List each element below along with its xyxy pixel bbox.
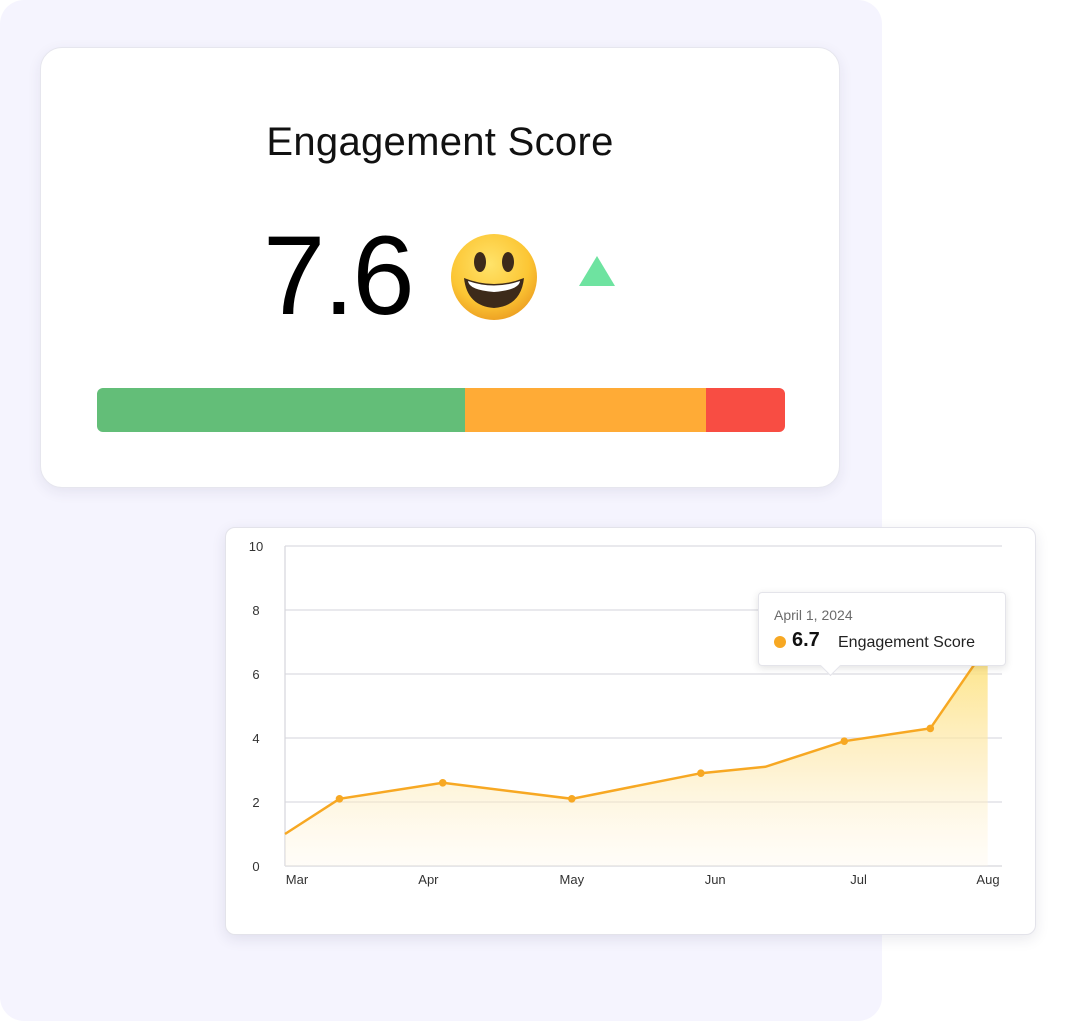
y-tick-label: 6 (252, 667, 259, 682)
grinning-face-emoji-icon (451, 234, 537, 320)
score-value: 7.6 (263, 213, 415, 338)
x-tick-label: Jul (850, 872, 867, 887)
series-area (285, 645, 988, 866)
y-tick-label: 10 (249, 539, 263, 554)
x-tick-label: Apr (418, 872, 439, 887)
data-point (926, 724, 935, 733)
x-tick-label: Aug (976, 872, 999, 887)
score-range-bar (97, 388, 785, 432)
data-point (438, 779, 447, 787)
chart-tooltip: April 1, 2024 6.7 Engagement Score (758, 592, 1006, 677)
score-title: Engagement Score (266, 120, 614, 164)
x-tick-label: May (560, 872, 585, 887)
engagement-area-chart: 0 2 4 6 8 10 Mar Apr May Jun Jul Aug (249, 539, 1002, 887)
data-point (697, 769, 705, 777)
tooltip-series-name: Engagement Score (838, 634, 975, 651)
data-point (335, 795, 344, 803)
engagement-chart-card: 0 2 4 6 8 10 Mar Apr May Jun Jul Aug April 1, 2024 … (225, 527, 1036, 935)
x-tick-label: Mar (286, 872, 309, 887)
engagement-score-card: Engagement Score 7.6 (40, 47, 840, 488)
x-tick-label: Jun (705, 872, 726, 887)
y-tick-label: 2 (252, 795, 259, 810)
data-point (568, 795, 576, 803)
score-row: 7.6 (41, 216, 839, 336)
data-point (840, 737, 849, 745)
y-tick-label: 4 (252, 731, 259, 746)
tooltip-date: April 1, 2024 (774, 607, 853, 623)
tooltip-value: 6.7 (792, 629, 820, 651)
score-bar-segment-orange (465, 388, 706, 432)
triangle-up-icon (579, 256, 615, 286)
score-bar-segment-green (97, 388, 466, 432)
y-tick-label: 8 (252, 603, 259, 618)
score-bar-segment-red (705, 388, 785, 432)
tooltip-series-dot (774, 636, 786, 648)
y-tick-label: 0 (252, 859, 259, 874)
